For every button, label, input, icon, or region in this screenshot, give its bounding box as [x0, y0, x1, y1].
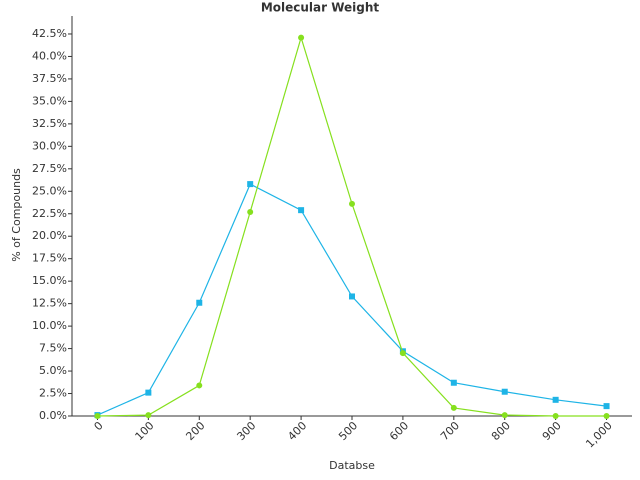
y-tick-label: 17.5%: [32, 252, 67, 265]
point: [196, 299, 203, 306]
y-tick-label: 25.0%: [32, 184, 67, 197]
y-tick-label: 0.0%: [39, 409, 67, 422]
point: [349, 200, 355, 207]
point: [247, 208, 254, 215]
point: [501, 412, 508, 419]
point: [450, 379, 457, 386]
point: [349, 293, 355, 300]
y-tick-label: 32.5%: [32, 117, 67, 130]
y-tick-label: 35.0%: [32, 94, 67, 107]
point: [552, 413, 559, 419]
point: [94, 413, 101, 419]
y-tick-label: 22.5%: [32, 207, 67, 220]
x-tick-label: 200: [183, 419, 207, 443]
point: [501, 388, 508, 395]
series-line: [97, 35, 607, 417]
y-tick-label: 40.0%: [32, 49, 67, 62]
x-tick-label: 1,000: [583, 419, 614, 450]
y-tick-label: 42.5%: [32, 27, 67, 40]
y-tick-label: 15.0%: [32, 274, 67, 287]
y-tick-label: 27.5%: [32, 162, 67, 175]
point: [247, 181, 254, 188]
y-tick-label: 2.5%: [39, 387, 67, 400]
x-tick-label: 500: [336, 419, 360, 443]
point: [450, 404, 457, 411]
x-tick-label: 0: [92, 419, 106, 433]
series-line: [97, 183, 607, 416]
x-tick-label: 100: [133, 419, 157, 443]
point: [552, 396, 559, 403]
x-tick-label: 600: [387, 419, 411, 443]
x-tick-label: 800: [489, 419, 513, 443]
chart-title: Molecular Weight: [261, 1, 380, 15]
y-tick-label: 7.5%: [39, 342, 67, 355]
y-tick-label: 37.5%: [32, 72, 67, 85]
x-tick-label: 400: [285, 419, 309, 443]
y-axis-title: % of Compounds: [10, 168, 23, 262]
point: [145, 389, 152, 396]
y-tick-label: 5.0%: [39, 364, 67, 377]
y-tick-label: 30.0%: [32, 139, 67, 152]
point: [298, 207, 305, 214]
point: [298, 34, 305, 41]
x-tick-label: 300: [234, 419, 258, 443]
y-tick-label: 12.5%: [32, 297, 67, 310]
point: [399, 350, 406, 357]
point: [603, 403, 610, 410]
x-tick-label: 900: [540, 419, 564, 443]
x-axis-title: Databse: [329, 459, 375, 472]
y-tick-label: 10.0%: [32, 319, 67, 332]
x-tick-label: 700: [438, 419, 462, 443]
y-tick-label: 20.0%: [32, 229, 67, 242]
point: [145, 412, 152, 419]
point: [603, 413, 610, 419]
point: [196, 382, 203, 389]
